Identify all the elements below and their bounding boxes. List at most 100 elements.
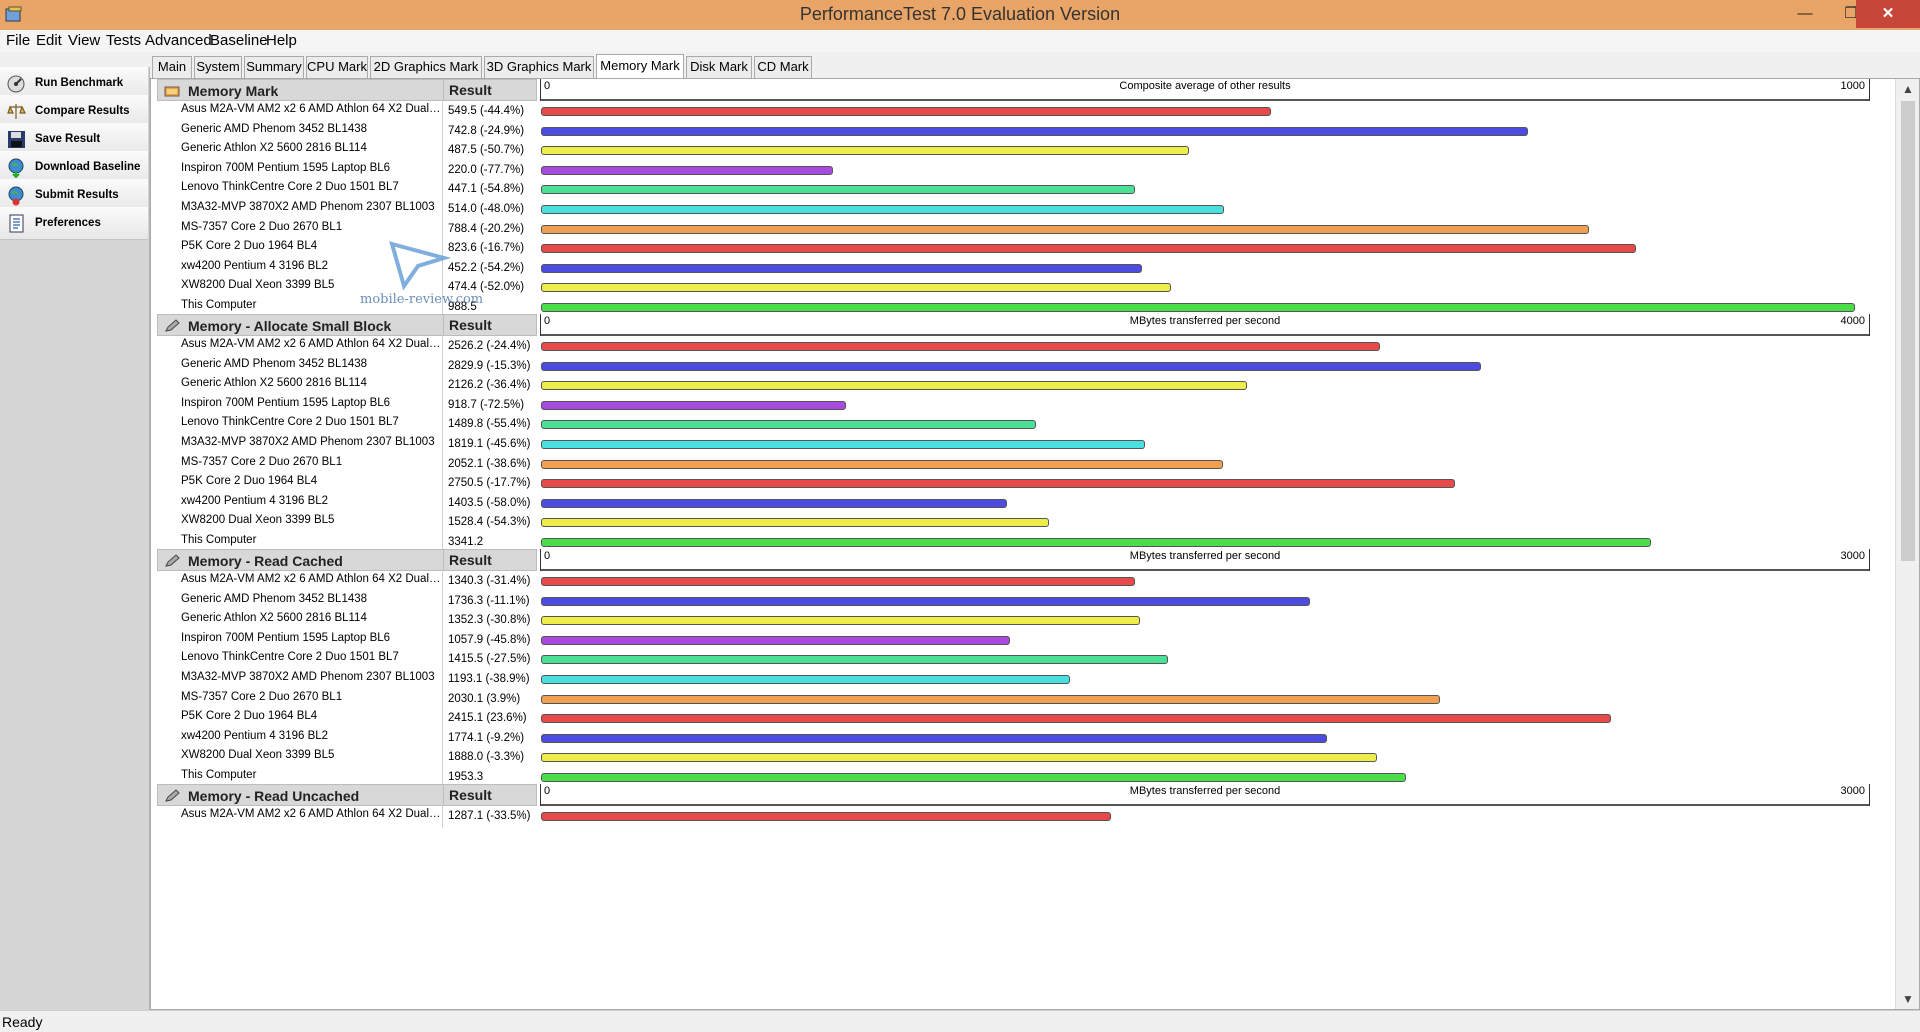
result-row[interactable]: Asus M2A-VM AM2 x2 6 AMD Athlon 64 X2 Du…: [157, 804, 1893, 828]
result-row[interactable]: This Computer 3341.2: [157, 530, 1893, 554]
result-row[interactable]: Generic Athlon X2 5600 2816 BL114 2126.2 …: [157, 373, 1893, 398]
result-bar: [541, 224, 1589, 234]
menu-view[interactable]: View: [68, 32, 101, 49]
title-bar: PerformanceTest 7.0 Evaluation Version —…: [0, 0, 1920, 30]
tab-3d-graphics-mark[interactable]: 3D Graphics Mark: [484, 56, 594, 78]
scroll-down-icon[interactable]: ▼: [1902, 992, 1914, 1006]
section-title: Memory - Allocate Small Block: [188, 318, 392, 334]
result-row[interactable]: Generic AMD Phenom 3452 BL1438 1736.3 (-1…: [157, 588, 1893, 613]
axis-min-label: 0: [544, 550, 551, 562]
result-row[interactable]: M3A32-MVP 3870X2 AMD Phenom 2307 BL1003 1…: [157, 667, 1893, 691]
result-row[interactable]: Generic Athlon X2 5600 2816 BL114 487.5 (…: [157, 138, 1893, 163]
scroll-up-icon[interactable]: ▲: [1902, 82, 1914, 96]
menu-tests[interactable]: Tests: [106, 32, 142, 49]
menu-baseline[interactable]: Baseline: [210, 32, 268, 49]
tab-2d-graphics-mark[interactable]: 2D Graphics Mark: [370, 56, 482, 78]
result-row[interactable]: This Computer 988.5: [157, 295, 1893, 319]
menu-help[interactable]: Help: [266, 32, 297, 49]
result-row[interactable]: MS-7357 Core 2 Duo 2670 BL1 788.4 (-20.2%…: [157, 216, 1893, 241]
tab-summary[interactable]: Summary: [244, 56, 304, 78]
computer-name: Generic AMD Phenom 3452 BL1438: [181, 357, 368, 370]
result-row[interactable]: Generic AMD Phenom 3452 BL1438 2829.9 (-1…: [157, 353, 1893, 378]
result-bar: [541, 479, 1455, 489]
result-row[interactable]: Generic Athlon X2 5600 2816 BL114 1352.3 …: [157, 608, 1893, 633]
result-row[interactable]: M3A32-MVP 3870X2 AMD Phenom 2307 BL1003 1…: [157, 432, 1893, 456]
tab-memory-mark[interactable]: Memory Mark: [596, 54, 684, 78]
computer-name: P5K Core 2 Duo 1964 BL4: [181, 475, 318, 488]
result-row[interactable]: Lenovo ThinkCentre Core 2 Duo 1501 BL7 44…: [157, 177, 1893, 202]
window-title: PerformanceTest 7.0 Evaluation Version: [799, 4, 1121, 24]
computer-name: Generic Athlon X2 5600 2816 BL114: [181, 377, 367, 390]
tab-system[interactable]: System: [194, 56, 242, 78]
globe-download-icon: [8, 158, 24, 178]
status-bar: Ready: [0, 1010, 1920, 1032]
result-value: 1774.1 (-9.2%): [442, 725, 538, 750]
result-row[interactable]: Generic AMD Phenom 3452 BL1438 742.8 (-24…: [157, 118, 1893, 143]
result-value: 1403.5 (-58.0%): [442, 490, 538, 515]
result-row[interactable]: xw4200 Pentium 4 3196 BL2 1774.1 (-9.2%): [157, 725, 1893, 750]
computer-name: Lenovo ThinkCentre Core 2 Duo 1501 BL7: [181, 181, 399, 194]
result-column-header: Result: [443, 315, 537, 335]
download-baseline-button[interactable]: Download Baseline: [0, 151, 148, 184]
result-row[interactable]: This Computer 1953.3: [157, 765, 1893, 789]
tab-cpu-mark[interactable]: CPU Mark: [306, 56, 368, 78]
result-row[interactable]: Asus M2A-VM AM2 x2 6 AMD Athlon 64 X2 Du…: [157, 334, 1893, 358]
result-value: 474.4 (-52.0%): [442, 275, 538, 300]
result-row[interactable]: P5K Core 2 Duo 1964 BL4 2415.1 (23.6%): [157, 706, 1893, 731]
tab-cd-mark[interactable]: CD Mark: [754, 56, 812, 78]
result-row[interactable]: XW8200 Dual Xeon 3399 BL5 1528.4 (-54.3%): [157, 510, 1893, 535]
result-value: 2126.2 (-36.4%): [442, 373, 538, 398]
result-row[interactable]: XW8200 Dual Xeon 3399 BL5 474.4 (-52.0%): [157, 275, 1893, 300]
result-row[interactable]: Lenovo ThinkCentre Core 2 Duo 1501 BL7 14…: [157, 647, 1893, 672]
result-bar: [541, 283, 1171, 293]
computer-name: Lenovo ThinkCentre Core 2 Duo 1501 BL7: [181, 651, 399, 664]
section-header[interactable]: Memory - Read Cached Result: [157, 549, 537, 571]
result-row[interactable]: Inspiron 700M Pentium 1595 Laptop BL6 220…: [157, 157, 1893, 182]
section-header[interactable]: Memory Mark Result: [157, 79, 537, 101]
tab-disk-mark[interactable]: Disk Mark: [686, 56, 752, 78]
tab-main[interactable]: Main: [152, 56, 192, 78]
menu-advanced[interactable]: Advanced: [145, 32, 212, 49]
menu-edit[interactable]: Edit: [36, 32, 62, 49]
axis-title: Composite average of other results: [1119, 80, 1291, 92]
minimize-button[interactable]: —: [1797, 5, 1813, 22]
result-bar: [541, 263, 1142, 273]
app-icon[interactable]: [4, 5, 24, 25]
result-value: 1340.3 (-31.4%): [442, 569, 538, 593]
result-bar: [541, 342, 1380, 351]
computer-name: Asus M2A-VM AM2 x2 6 AMD Athlon 64 X2 Du…: [181, 338, 441, 350]
section-header[interactable]: Memory - Allocate Small Block Result: [157, 314, 537, 336]
computer-name: Asus M2A-VM AM2 x2 6 AMD Athlon 64 X2 Du…: [181, 103, 441, 115]
result-row[interactable]: Inspiron 700M Pentium 1595 Laptop BL6 105…: [157, 627, 1893, 652]
result-row[interactable]: Lenovo ThinkCentre Core 2 Duo 1501 BL7 14…: [157, 412, 1893, 437]
section-header[interactable]: Memory - Read Uncached Result: [157, 784, 537, 806]
close-button[interactable]: ✕: [1856, 0, 1920, 28]
result-bar: [541, 675, 1070, 684]
result-row[interactable]: XW8200 Dual Xeon 3399 BL5 1888.0 (-3.3%): [157, 745, 1893, 770]
result-row[interactable]: Asus M2A-VM AM2 x2 6 AMD Athlon 64 X2 Du…: [157, 99, 1893, 123]
save-result-button[interactable]: Save Result: [0, 123, 148, 156]
menu-file[interactable]: File: [6, 32, 31, 49]
result-row[interactable]: P5K Core 2 Duo 1964 BL4 2750.5 (-17.7%): [157, 471, 1893, 496]
result-value: 447.1 (-54.8%): [442, 177, 538, 202]
result-value: 1352.3 (-30.8%): [442, 608, 538, 633]
result-row[interactable]: P5K Core 2 Duo 1964 BL4 823.6 (-16.7%): [157, 236, 1893, 261]
result-row[interactable]: M3A32-MVP 3870X2 AMD Phenom 2307 BL1003 5…: [157, 197, 1893, 221]
result-bar: [541, 733, 1327, 743]
axis-title: MBytes transferred per second: [1129, 315, 1281, 327]
result-row[interactable]: Inspiron 700M Pentium 1595 Laptop BL6 918…: [157, 392, 1893, 417]
preferences-button[interactable]: Preferences: [0, 207, 148, 240]
result-value: 1287.1 (-33.5%): [442, 804, 538, 828]
result-row[interactable]: xw4200 Pentium 4 3196 BL2 452.2 (-54.2%): [157, 255, 1893, 280]
result-row[interactable]: MS-7357 Core 2 Duo 2670 BL1 2052.1 (-38.6…: [157, 451, 1893, 476]
submit-results-button[interactable]: Submit Results: [0, 179, 148, 212]
axis-max-label: 3000: [1840, 550, 1865, 562]
maximize-button[interactable]: ❐: [1844, 5, 1858, 22]
vertical-scrollbar[interactable]: ▲ ▼: [1895, 79, 1919, 1009]
result-row[interactable]: MS-7357 Core 2 Duo 2670 BL1 2030.1 (3.9%): [157, 686, 1893, 711]
scroll-thumb[interactable]: [1901, 101, 1915, 561]
result-row[interactable]: Asus M2A-VM AM2 x2 6 AMD Athlon 64 X2 Du…: [157, 569, 1893, 593]
computer-name: Generic AMD Phenom 3452 BL1438: [181, 592, 368, 605]
run-benchmark-button[interactable]: Run Benchmark: [0, 67, 148, 100]
result-row[interactable]: xw4200 Pentium 4 3196 BL2 1403.5 (-58.0%): [157, 490, 1893, 515]
